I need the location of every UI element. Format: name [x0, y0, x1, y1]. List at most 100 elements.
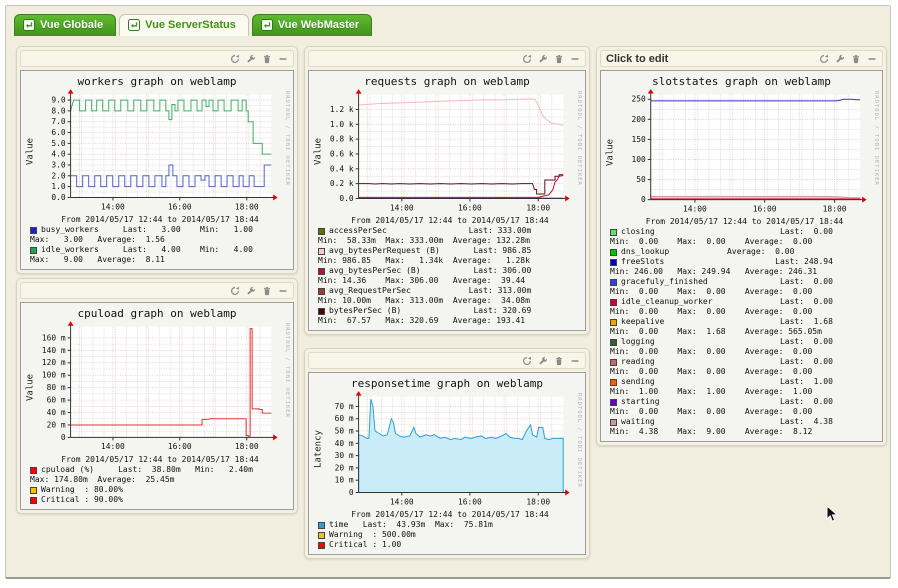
refresh-icon[interactable]: [522, 54, 532, 64]
wrench-icon[interactable]: [538, 356, 548, 366]
wrench-icon[interactable]: [246, 54, 256, 64]
view-icon: [261, 19, 273, 31]
legend-row: Min: 4.38 Max: 9.00 Average: 8.12: [610, 427, 879, 437]
collapse-icon[interactable]: [867, 54, 877, 64]
legend-row: cpuload (%) Last: 38.80m Min: 2.40m: [30, 465, 290, 475]
panel-header[interactable]: [308, 352, 586, 369]
dashboard-page: Vue Globale Vue ServerStatus Vue WebMast…: [5, 5, 891, 579]
rrdtool-watermark: RRDTOOL / TOBI OETIKER: [280, 89, 290, 213]
svg-text:6.0: 6.0: [51, 128, 66, 137]
legend-color-chip: [610, 399, 617, 406]
tab-vue-serverstatus[interactable]: Vue ServerStatus: [119, 14, 249, 36]
y-axis-label: Latency: [312, 391, 325, 508]
svg-text:40 m: 40 m: [335, 439, 354, 448]
tab-vue-webmaster[interactable]: Vue WebMaster: [252, 14, 372, 36]
legend-row: Max: 3.00 Average: 1.56: [30, 235, 290, 245]
svg-text:0: 0: [61, 433, 66, 442]
graph-image: cpuload graph on weblamp Value 160 m140 …: [20, 302, 294, 510]
mouse-cursor: [826, 505, 840, 523]
legend-color-chip: [30, 497, 37, 504]
legend-row: From 2014/05/17 12:44 to 2014/05/17 18:4…: [30, 215, 290, 225]
workers-chart: 9.08.07.06.05.04.03.02.01.00.014:0016:00…: [37, 89, 280, 213]
trash-icon[interactable]: [554, 54, 564, 64]
legend-row: Min: 0.00 Max: 0.00 Average: 0.00: [610, 287, 879, 297]
legend-row: From 2014/05/17 12:44 to 2014/05/17 18:4…: [610, 217, 879, 227]
svg-text:2.0: 2.0: [51, 171, 66, 180]
refresh-icon[interactable]: [522, 356, 532, 366]
legend-color-chip: [30, 487, 37, 494]
graph-image: slotstates graph on weblamp Value 250200…: [600, 70, 883, 442]
svg-text:140 m: 140 m: [42, 346, 66, 355]
y-axis-label: Value: [24, 321, 37, 453]
legend-color-chip: [318, 228, 325, 235]
legend-row: Min: 67.57 Max: 320.69 Average: 193.41: [318, 316, 582, 326]
responsetime-chart: 70 m60 m50 m40 m30 m20 m10 m014:0016:001…: [325, 391, 572, 508]
legend-color-chip: [610, 229, 617, 236]
legend-color-chip: [318, 268, 325, 275]
svg-text:4.0: 4.0: [51, 150, 66, 159]
panel-header[interactable]: Click to edit: [600, 50, 883, 67]
legend-row: avg_bytesPerSec (B) Last: 306.00: [318, 266, 582, 276]
trash-icon[interactable]: [262, 54, 272, 64]
refresh-icon[interactable]: [230, 54, 240, 64]
legend-color-chip: [318, 288, 325, 295]
collapse-icon[interactable]: [278, 54, 288, 64]
svg-text:0.6 k: 0.6 k: [330, 149, 354, 158]
panel-header[interactable]: [20, 282, 294, 299]
svg-text:9.0: 9.0: [51, 96, 66, 105]
legend-row: Warning : 500.00m: [318, 530, 582, 540]
legend-color-chip: [318, 308, 325, 315]
wrench-icon[interactable]: [538, 54, 548, 64]
tab-vue-globale[interactable]: Vue Globale: [14, 14, 116, 36]
legend: From 2014/05/17 12:44 to 2014/05/17 18:4…: [318, 510, 582, 550]
collapse-icon[interactable]: [570, 356, 580, 366]
panel-toolbar: [522, 54, 580, 64]
svg-text:1.0: 1.0: [51, 182, 66, 191]
trash-icon[interactable]: [262, 286, 272, 296]
panel-toolbar: [230, 54, 288, 64]
legend-row: accessPerSec Last: 333.00m: [318, 226, 582, 236]
svg-text:0.4 k: 0.4 k: [330, 164, 354, 173]
legend-row: Max: 9.00 Average: 8.11: [30, 255, 290, 265]
panel-toolbar: [230, 286, 288, 296]
svg-text:16:00: 16:00: [753, 205, 777, 214]
legend-color-chip: [318, 522, 325, 529]
legend-row: Min: 986.85 Max: 1.34k Average: 1.28k: [318, 256, 582, 266]
legend-row: waiting Last: 4.38: [610, 417, 879, 427]
wrench-icon[interactable]: [246, 286, 256, 296]
legend-row: Min: 58.33m Max: 333.00m Average: 132.28…: [318, 236, 582, 246]
svg-text:7.0: 7.0: [51, 117, 66, 126]
svg-text:16:00: 16:00: [168, 202, 192, 211]
svg-text:200: 200: [631, 115, 646, 124]
collapse-icon[interactable]: [570, 54, 580, 64]
graph-image: workers graph on weblamp Value 9.08.07.0…: [20, 70, 294, 270]
legend-color-chip: [30, 227, 37, 234]
legend-row: Min: 246.00 Max: 249.94 Average: 246.31: [610, 267, 879, 277]
svg-text:20 m: 20 m: [335, 463, 354, 472]
refresh-icon[interactable]: [819, 54, 829, 64]
panel-header-label[interactable]: Click to edit: [606, 53, 668, 65]
graph-title: workers graph on weblamp: [24, 73, 290, 89]
trash-icon[interactable]: [554, 356, 564, 366]
legend-row: Min: 14.36 Max: 306.00 Average: 39.44: [318, 276, 582, 286]
svg-text:1.2 k: 1.2 k: [330, 105, 354, 114]
legend: From 2014/05/17 12:44 to 2014/05/17 18:4…: [30, 215, 290, 265]
legend-row: reading Last: 0.00: [610, 357, 879, 367]
tab-label: Vue ServerStatus: [145, 19, 236, 31]
legend-row: Min: 0.00 Max: 1.68 Average: 565.05m: [610, 327, 879, 337]
legend-row: From 2014/05/17 12:44 to 2014/05/17 18:4…: [318, 216, 582, 226]
panel-header[interactable]: [308, 50, 586, 67]
rrdtool-watermark: RRDTOOL / TOBI OETIKER: [572, 391, 582, 508]
wrench-icon[interactable]: [835, 54, 845, 64]
legend-row: Critical : 90.00%: [30, 495, 290, 505]
panel-header[interactable]: [20, 50, 294, 67]
collapse-icon[interactable]: [278, 286, 288, 296]
svg-text:14:00: 14:00: [390, 203, 414, 212]
graph-title: slotstates graph on weblamp: [604, 73, 879, 89]
tab-label: Vue Globale: [40, 19, 103, 31]
trash-icon[interactable]: [851, 54, 861, 64]
svg-text:10 m: 10 m: [335, 476, 354, 485]
svg-text:14:00: 14:00: [101, 202, 125, 211]
refresh-icon[interactable]: [230, 286, 240, 296]
svg-text:160 m: 160 m: [42, 333, 66, 342]
